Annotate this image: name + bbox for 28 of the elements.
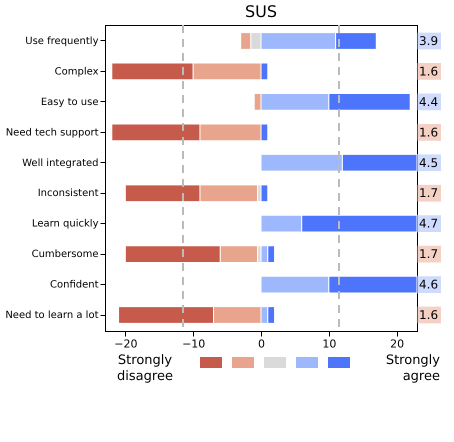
y-tick-label: Easy to use <box>40 96 98 108</box>
text: Strongly agree <box>384 353 440 385</box>
y-tick-label: Cumbersome <box>32 249 98 260</box>
annotation: 1.6 <box>419 308 438 322</box>
annotation: 1.7 <box>419 186 438 200</box>
annotation: 4.6 <box>419 278 438 292</box>
annotation: 4.5 <box>419 156 438 170</box>
annotation: 4.7 <box>419 216 438 231</box>
x-tick-label: 20 <box>390 338 404 350</box>
text: Strongly disagree <box>116 353 174 385</box>
x-tick-label: 0 <box>258 338 265 350</box>
annotation: 4.4 <box>419 94 438 109</box>
y-tick-label: Well integrated <box>22 158 98 169</box>
x-tick-label: −20 <box>114 338 138 350</box>
annotation: 1.7 <box>419 247 438 262</box>
y-tick-label: Need to learn a lot <box>5 310 99 322</box>
y-tick-label: Confident <box>50 280 99 291</box>
y-tick-label: Complex <box>54 66 99 78</box>
y-tick-label: Learn quickly <box>32 218 99 230</box>
chart-title: SUS <box>244 2 278 21</box>
y-tick-label: Use frequently <box>25 36 99 47</box>
x-tick-label: 10 <box>322 338 336 350</box>
annotation: 1.6 <box>419 64 438 78</box>
y-tick-label: Need tech support <box>6 127 99 138</box>
y-tick-label: Inconsistent <box>38 188 99 200</box>
x-tick-label: −10 <box>182 338 206 350</box>
annotation: 3.9 <box>419 34 438 48</box>
annotation: 1.6 <box>419 125 438 140</box>
